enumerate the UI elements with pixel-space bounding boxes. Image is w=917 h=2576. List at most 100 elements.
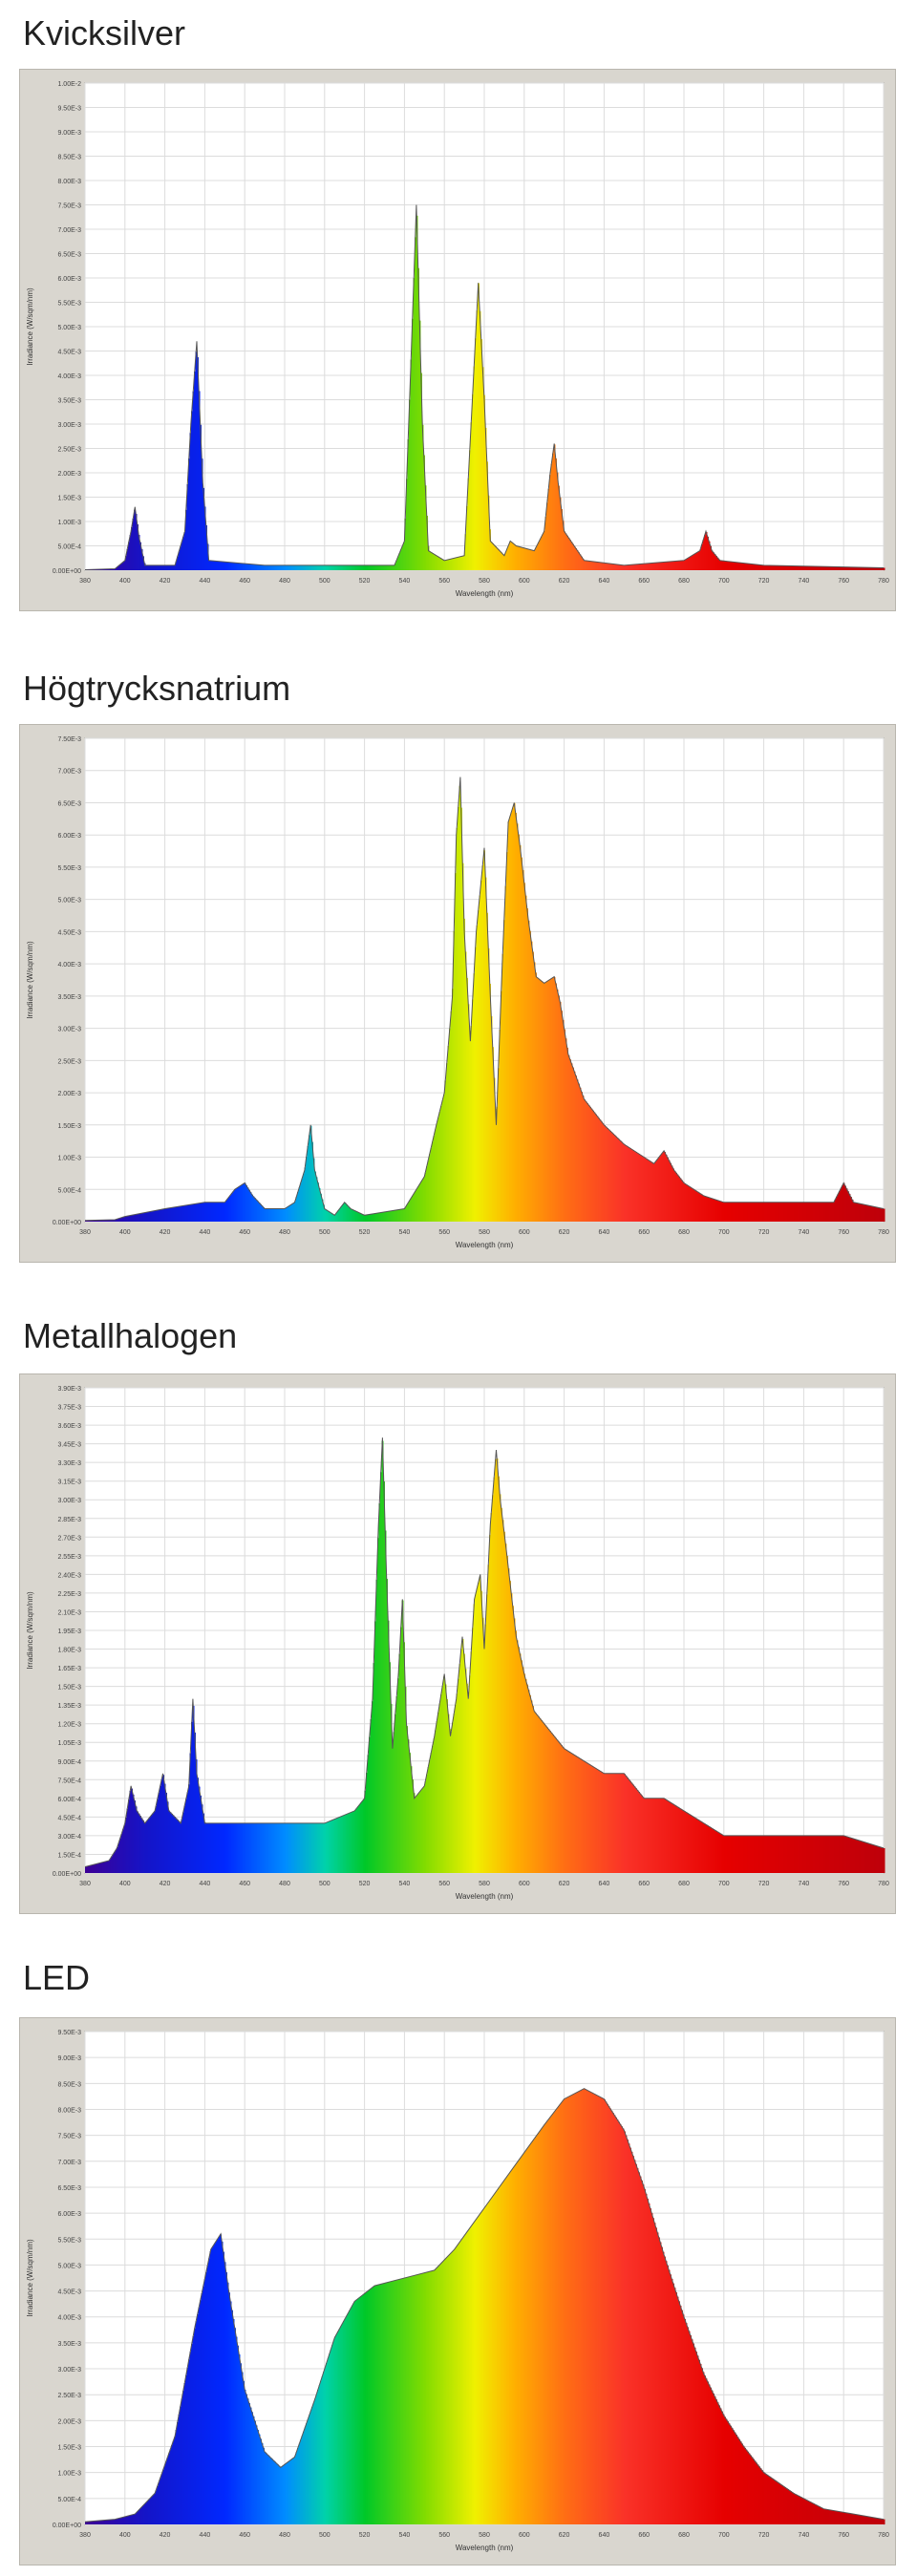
spectrum-bar [281, 2466, 284, 2524]
spectrum-bar [441, 2262, 444, 2524]
spectrum-bar [546, 2120, 548, 2524]
spectrum-bar [301, 1178, 304, 1222]
spectrum-bar [123, 561, 126, 570]
spectrum-bar [555, 458, 557, 570]
spectrum-bar [707, 2381, 709, 2524]
spectrum-bar [132, 1794, 135, 1873]
spectrum-bar [126, 2516, 129, 2524]
spectrum-bar [337, 1210, 339, 1222]
spectrum-bar [863, 1842, 865, 1873]
spectrum-bar [358, 1804, 361, 1873]
spectrum-bar [705, 2378, 708, 2524]
spectrum-bar [400, 1627, 402, 1873]
spectrum-bar [839, 1835, 841, 1873]
spectrum-bar [596, 2095, 599, 2524]
spectrum-bar [450, 2252, 453, 2524]
spectrum-bar [747, 2451, 749, 2524]
spectrum-bar [559, 497, 562, 570]
y-tick-label: 1.50E-3 [57, 2445, 81, 2452]
spectrum-bar [277, 1208, 279, 1222]
spectrum-bar [767, 2475, 769, 2524]
spectrum-bar [590, 561, 593, 570]
spectrum-bar [705, 532, 708, 570]
spectrum-bar [586, 2090, 588, 2524]
spectrum-bar [433, 2269, 436, 2524]
spectrum-bar [171, 2445, 173, 2524]
spectrum-bar [526, 548, 528, 570]
spectrum-bar [599, 562, 602, 570]
spectrum-bar [814, 1202, 817, 1222]
spectrum-bar [283, 564, 285, 570]
spectrum-bar [633, 564, 636, 570]
spectrum-bar [598, 562, 600, 570]
spectrum-bar [484, 2205, 487, 2524]
spectrum-bar [530, 941, 533, 1222]
spectrum-bar [828, 1835, 831, 1873]
spectrum-bar [586, 561, 588, 570]
spectrum-bar [132, 2514, 135, 2524]
spectrum-bar [369, 1214, 371, 1222]
spectrum-bar [291, 564, 293, 570]
spectrum-bar [214, 1202, 216, 1222]
spectrum-bar [607, 1773, 608, 1873]
spectrum-bar [713, 552, 714, 570]
spectrum-bar [661, 562, 663, 570]
spectrum-bar [327, 1821, 330, 1873]
spectrum-bar [842, 1182, 845, 1222]
spectrum-bar [248, 564, 250, 570]
spectrum-bar [191, 411, 193, 570]
spectrum-bar [506, 2176, 508, 2524]
spectrum-bar [598, 1118, 600, 1222]
spectrum-bar [612, 1773, 614, 1873]
spectrum-bar [779, 1202, 782, 1222]
spectrum-bar [271, 564, 273, 570]
spectrum-bar [609, 1773, 611, 1873]
spectrum-bar [550, 2115, 553, 2524]
spectrum-bar [581, 1092, 583, 1222]
spectrum-bar [249, 564, 252, 570]
spectrum-bar [224, 562, 226, 570]
spectrum-bar [552, 977, 554, 1222]
spectrum-bar [744, 1835, 746, 1873]
x-tick-label: 780 [878, 578, 889, 585]
spectrum-bar [608, 2106, 610, 2524]
spectrum-bar [870, 1205, 872, 1222]
spectrum-bar [148, 1211, 150, 1222]
spectrum-bar [635, 1788, 637, 1873]
spectrum-bar [581, 1759, 583, 1873]
y-tick-label: 4.50E-3 [57, 929, 81, 936]
spectrum-bar [335, 564, 338, 570]
spectrum-bar [251, 564, 253, 570]
spectrum-bar [645, 1798, 648, 1873]
spectrum-bar [593, 562, 596, 570]
spectrum-bar [95, 1863, 97, 1873]
spectrum-bar [601, 1121, 603, 1222]
spectrum-bar [105, 568, 107, 570]
spectrum-bar [830, 1835, 832, 1873]
spectrum-bar [205, 524, 207, 570]
spectrum-bar [354, 564, 356, 570]
spectrum-bar [334, 1214, 336, 1222]
spectrum-bar [301, 1822, 304, 1873]
chart-title: LED [23, 1958, 91, 1997]
spectrum-bar [320, 2380, 322, 2524]
spectrum-bar [827, 1202, 829, 1222]
spectrum-bar [458, 556, 461, 570]
spectrum-bar [386, 2282, 388, 2524]
spectrum-bar [444, 560, 447, 570]
spectrum-bar [801, 1835, 803, 1873]
spectrum-bar [418, 2273, 421, 2524]
spectrum-bar [102, 568, 104, 570]
spectrum-bar [799, 2496, 800, 2524]
spectrum-bar [730, 562, 732, 570]
spectrum-bar [277, 1822, 279, 1873]
spectrum-bar [805, 1202, 808, 1222]
spectrum-bar [570, 1753, 573, 1873]
spectrum-bar [507, 821, 510, 1222]
spectrum-bar [403, 1208, 405, 1222]
spectrum-bar [828, 566, 831, 570]
spectrum-bar [447, 1714, 450, 1873]
spectrum-bar [415, 1797, 416, 1873]
spectrum-bar [255, 1822, 258, 1873]
spectrum-bar [291, 1822, 293, 1873]
